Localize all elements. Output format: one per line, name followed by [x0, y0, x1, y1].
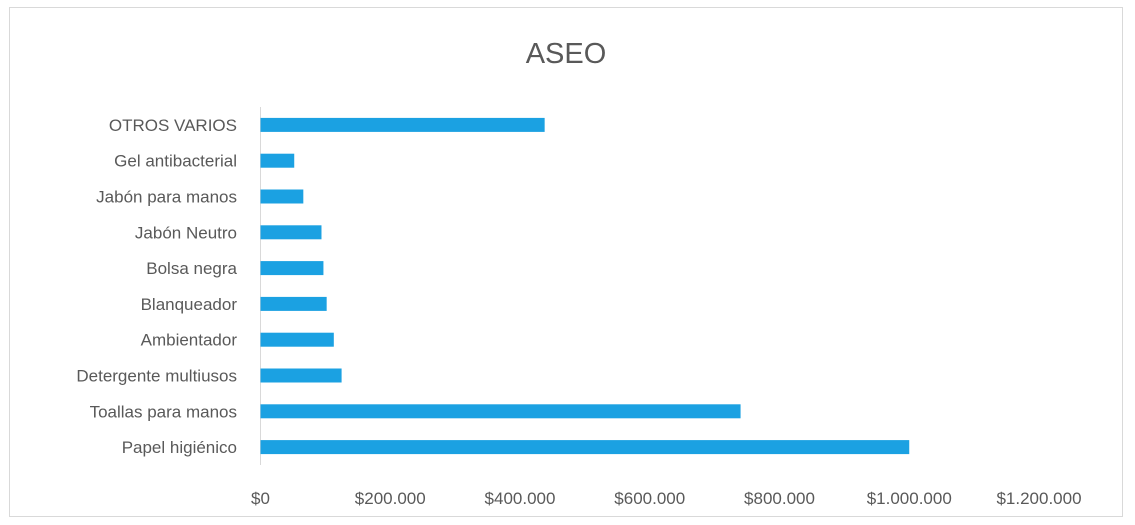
x-tick-label: $400.000: [485, 489, 556, 508]
x-tick-label: $1.000.000: [867, 489, 952, 508]
category-label: Blanqueador: [141, 295, 238, 314]
chart-title: ASEO: [525, 38, 607, 70]
category-label: Ambientador: [141, 331, 238, 350]
category-label: Detergente multiusos: [76, 367, 237, 386]
bar: [260, 332, 334, 347]
bar: [260, 368, 342, 383]
bar: [260, 189, 304, 204]
x-tick-label: $800.000: [744, 489, 815, 508]
category-label: Papel higiénico: [122, 438, 237, 457]
x-tick-label: $600.000: [614, 489, 685, 508]
x-tick-label: $200.000: [355, 489, 426, 508]
category-label: Jabón Neutro: [135, 223, 237, 242]
bar: [260, 117, 545, 132]
bar: [260, 261, 324, 276]
bar: [260, 153, 295, 168]
category-label: Bolsa negra: [146, 259, 237, 278]
category-label: OTROS VARIOS: [109, 116, 237, 135]
x-tick-label: $1.200.000: [996, 489, 1081, 508]
category-label: Jabón para manos: [96, 188, 237, 207]
bar: [260, 404, 741, 419]
category-label: Gel antibacterial: [114, 152, 237, 171]
chart-frame: ASEO: [9, 7, 1123, 517]
bar: [260, 225, 322, 240]
category-label: Toallas para manos: [90, 402, 237, 421]
bar: [260, 440, 910, 455]
x-tick-label: $0: [251, 489, 270, 508]
bar: [260, 296, 327, 311]
